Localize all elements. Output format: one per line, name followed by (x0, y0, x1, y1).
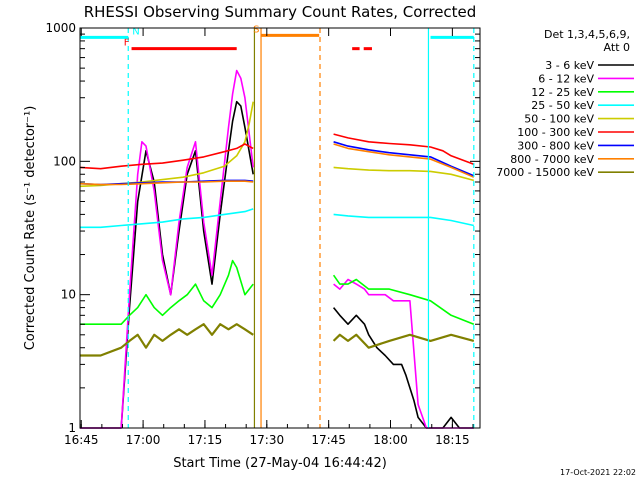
chart-title: RHESSI Observing Summary Count Rates, Co… (84, 3, 477, 21)
legend-header-line2: Att 0 (604, 41, 630, 54)
legend-label-3-6-kev: 3 - 6 keV (545, 59, 594, 72)
legend-label-100-300-kev: 100 - 300 keV (517, 126, 594, 139)
y-axis-ticks: 1 10 100 1000 (45, 21, 480, 435)
axes (79, 27, 481, 429)
x-tick-label: 17:45 (311, 433, 346, 447)
legend-label-7000-15000-kev: 7000 - 15000 keV (496, 166, 594, 179)
legend-label-25-50-kev: 25 - 50 keV (531, 99, 594, 112)
y-tick-label: 100 (53, 154, 76, 168)
x-tick-label: 16:45 (64, 433, 99, 447)
series-line-800-7000-kev (79, 143, 475, 186)
x-axis-label: Start Time (27-May-04 16:44:42) (173, 456, 387, 471)
y-tick-label: 1000 (45, 21, 76, 35)
series-line-7000-15000-kev (80, 323, 475, 357)
x-tick-label: 17:00 (126, 433, 161, 447)
plot-area (79, 69, 475, 429)
vertical-markers (127, 28, 475, 428)
legend-header-line1: Det 1,3,4,5,6,9, (544, 28, 630, 41)
y-tick-label: 10 (61, 288, 76, 302)
legend-label-6-12-kev: 6 - 12 keV (538, 72, 594, 85)
annotation-label-f: F (124, 38, 130, 49)
series-line-3-6-kev (80, 100, 474, 429)
annotation-label-s: S (253, 24, 259, 35)
footer-timestamp: 17-Oct-2021 22:02 (560, 468, 636, 477)
legend-label-50-100-kev: 50 - 100 keV (524, 113, 594, 126)
legend-label-800-7000-kev: 800 - 7000 keV (510, 153, 594, 166)
x-tick-label: 17:15 (188, 433, 223, 447)
y-axis-label: Corrected Count Rate (s⁻¹ detector⁻¹) (23, 106, 38, 351)
series-line-100-300-kev (79, 133, 475, 170)
x-tick-label: 18:00 (373, 433, 408, 447)
series-line-25-50-kev (80, 208, 474, 229)
y-tick-label: 1 (68, 421, 76, 435)
x-tick-label: 18:15 (435, 433, 470, 447)
legend-label-300-800-kev: 300 - 800 keV (517, 139, 594, 152)
plot-frame (79, 27, 481, 429)
annotation-bars: FN S (80, 24, 474, 51)
x-axis-ticks: 16:45 17:00 17:15 17:30 17:45 18:00 18:15 (64, 28, 474, 447)
legend-label-12-25-kev: 12 - 25 keV (531, 86, 594, 99)
series-line-12-25-kev (80, 259, 475, 325)
x-tick-label: 17:30 (250, 433, 285, 447)
annotation-label-n: N (132, 26, 139, 37)
